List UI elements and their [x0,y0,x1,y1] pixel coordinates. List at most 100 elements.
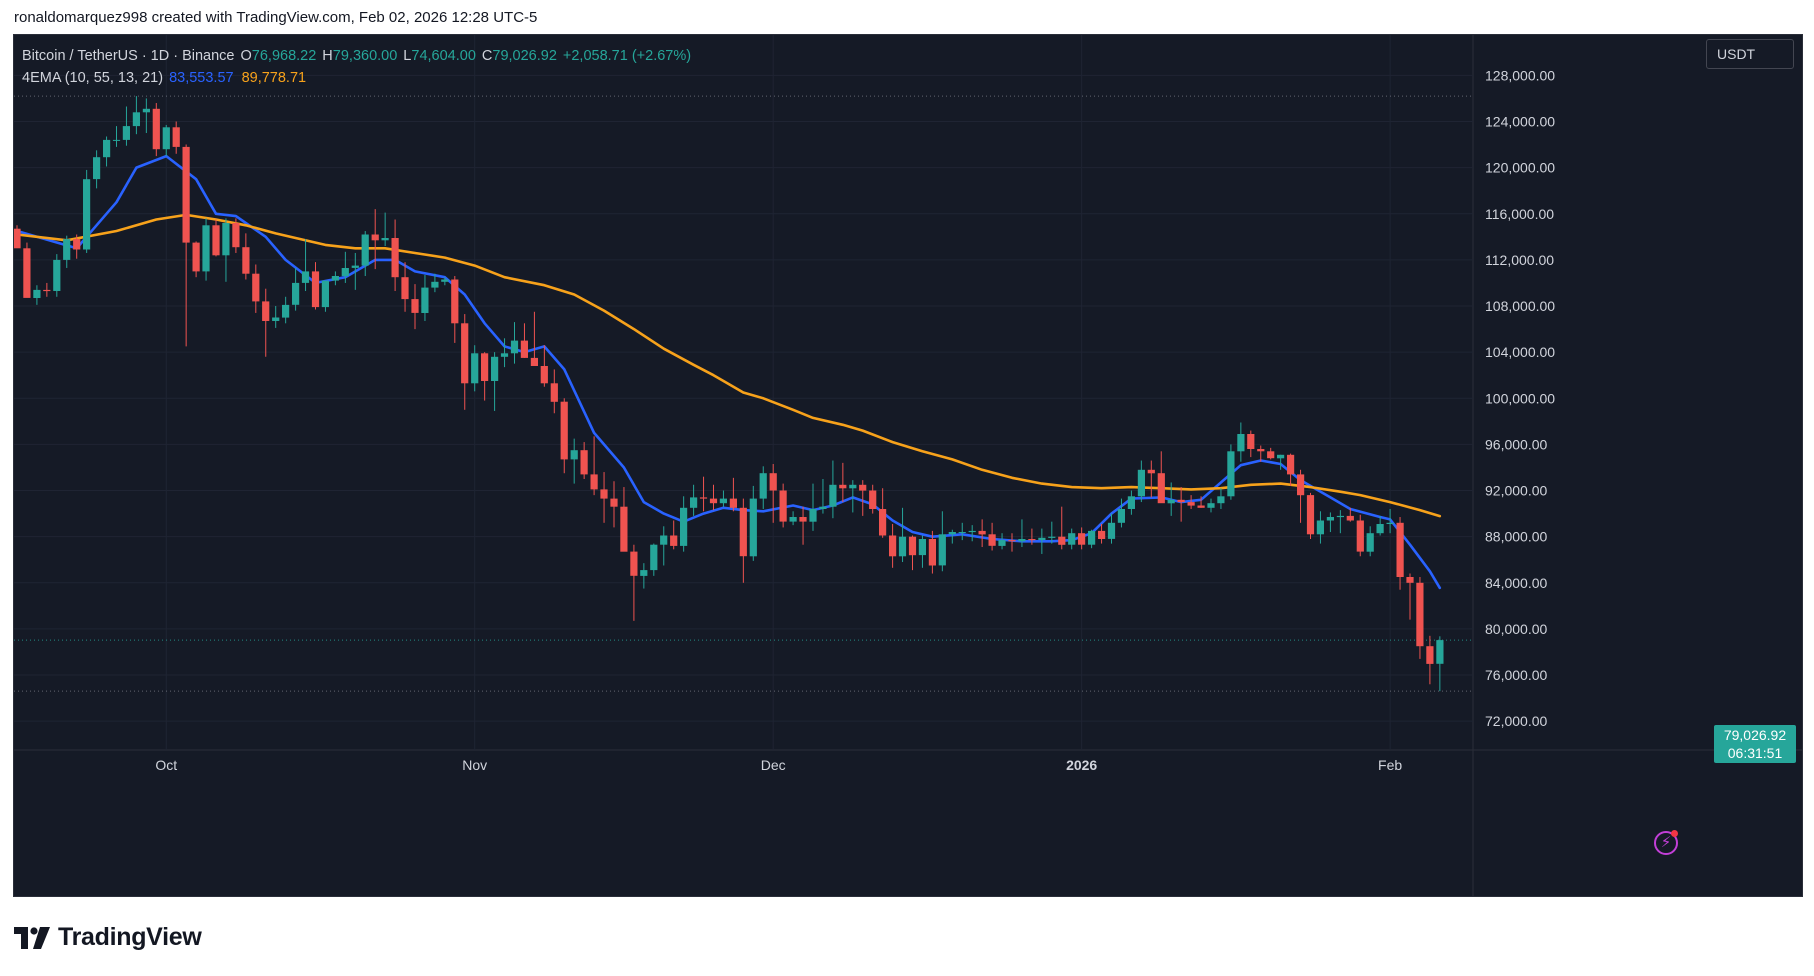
candle [938,511,946,572]
candle-body [172,127,180,147]
candle [968,525,976,542]
candle [1376,515,1384,536]
time-tick-label: Nov [462,757,487,773]
candle [341,251,349,283]
candle-body [23,248,31,298]
candle-body [43,289,51,292]
candle [1048,521,1056,544]
candle-body [510,340,519,354]
candle-body [461,323,469,384]
candle [301,239,310,292]
candle [371,209,379,270]
candle-body [262,301,270,321]
indicator-title[interactable]: 4EMA (10, 55, 13, 21) [22,70,164,86]
candle [83,169,91,253]
ohlc-row: Bitcoin / TetherUS · 1D · Binance O 76,96… [22,45,691,67]
candle-body [321,280,329,308]
candle-body [431,281,439,288]
candle [660,526,668,566]
candle [421,274,429,321]
chart-panel[interactable]: 72,000.00 76,000.00 80,000.00 84,000.00 88,0… [13,34,1803,897]
candle [1316,511,1324,544]
high-value: 79,360.00 [332,48,398,64]
ema-fast-value: 83,553.57 [169,70,234,86]
close-value: 79,026.92 [492,48,557,64]
candle [1068,528,1076,550]
candle [550,369,558,414]
candle [560,398,568,474]
candle-body [958,532,966,533]
time-axis: Oct Nov Dec 2026 Feb [155,757,1402,773]
candle [690,484,698,516]
candle [1088,529,1096,549]
tradingview-logo-icon [14,926,50,949]
candle-body [1267,451,1275,459]
candle-body [63,239,71,260]
last-price-tag: 79,026.92 06:31:51 [1714,725,1796,763]
candle-body [391,238,399,278]
candle-body [1436,640,1444,664]
candle-body [978,530,986,535]
candle [132,96,140,135]
candle-body [1396,522,1404,577]
candle-body [709,498,718,504]
candle [879,488,887,538]
candle [819,478,827,514]
candle [1137,460,1145,503]
candle [142,98,150,134]
candle-body [500,353,509,357]
symbol-title[interactable]: Bitcoin / TetherUS · 1D · Binance [22,48,235,64]
price-chart[interactable]: 72,000.00 76,000.00 80,000.00 84,000.00 88,0… [14,35,1802,896]
candle-body [650,544,658,571]
candle-body [491,356,499,381]
candle-body [1018,539,1026,542]
candle [1366,526,1374,557]
candle-body [779,490,787,522]
candle-body [769,473,777,491]
candle [1127,490,1135,515]
candle [928,530,936,574]
candle [500,338,509,368]
price-tick-label: 84,000.00 [1485,575,1547,591]
candle-body [699,497,708,499]
candle-body [451,279,459,324]
candle-body [401,277,409,300]
candle-body [1227,451,1235,497]
candle-body [829,484,837,507]
price-tick-label: 100,000.00 [1485,390,1555,406]
candle-body [1038,537,1046,541]
candle [1098,523,1106,544]
candle [1346,507,1354,522]
candle [1217,488,1225,509]
candle-body [809,509,817,522]
currency-button[interactable]: USDT [1706,39,1794,69]
candle-body [292,282,300,305]
candle [510,322,519,364]
candle [1287,453,1295,486]
candle [1117,498,1125,528]
candle-body [1107,522,1116,539]
candle-body [1207,503,1215,508]
candle [172,121,180,154]
candle-body [142,108,150,113]
candle-body [1167,499,1175,504]
candle-body [53,259,61,291]
notification-dot-icon [1671,830,1678,837]
candle [530,311,538,366]
candle [391,219,399,292]
lightning-icon[interactable]: ⚡ [1654,831,1678,855]
candle [242,233,250,280]
candle [590,436,598,496]
candle [1058,506,1066,550]
ema-slow-line [15,213,1442,518]
candle-body [849,484,857,489]
change-value: +2,058.71 (+2.67%) [562,48,692,64]
candle-body [749,498,757,557]
candle-body [1336,515,1344,518]
candle [103,136,111,167]
candle-body [311,271,320,308]
candle-body [859,484,867,491]
candle-body [759,473,767,499]
candle [520,323,528,358]
candle [670,520,678,550]
